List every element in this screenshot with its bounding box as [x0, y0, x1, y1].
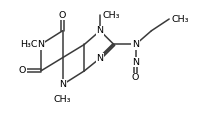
Text: N: N	[37, 40, 44, 49]
Text: N: N	[132, 58, 139, 67]
Text: O: O	[59, 11, 66, 20]
Text: N: N	[59, 80, 66, 89]
Text: N: N	[132, 40, 139, 49]
Text: CH₃: CH₃	[171, 15, 189, 23]
Text: O: O	[132, 73, 139, 82]
Text: N: N	[97, 54, 104, 63]
Text: H₃C: H₃C	[20, 40, 38, 49]
Text: N: N	[97, 26, 104, 35]
Text: O: O	[18, 66, 26, 75]
Text: CH₃: CH₃	[54, 95, 71, 104]
Text: CH₃: CH₃	[102, 11, 120, 20]
